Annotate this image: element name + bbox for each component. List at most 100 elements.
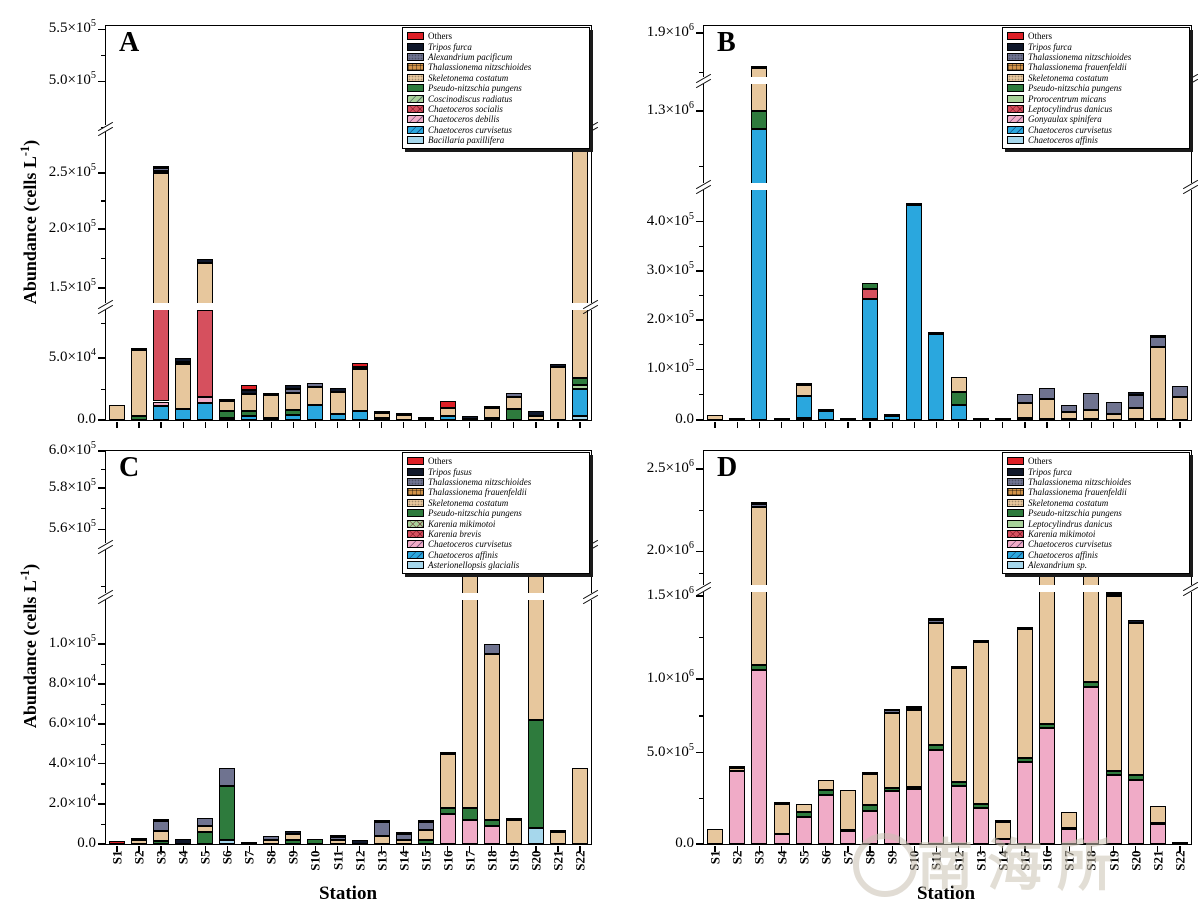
karenia-mikimotoi-swatch [407,519,424,528]
x-tick-label-S4: S4 [774,850,789,865]
bar-segment-S2 [131,840,148,844]
axis-break-band [103,542,594,550]
bar-segment-S16 [1039,553,1056,724]
bar-segment-S14 [395,832,412,834]
chaetoceros-curvisetus-swatch [407,540,424,549]
y-tick-label: 6.0×104 [48,713,96,732]
bar-segment-S15 [417,830,434,840]
chaetoceros-curvisetus-swatch [407,125,424,134]
x-tick-S16 [1046,845,1048,852]
bar-segment-S15 [1017,761,1033,844]
thalassionema-frauenfeldii-swatch [1007,488,1024,497]
x-tick-S9 [891,421,893,428]
bar-segment-S12 [351,363,368,367]
bar-segment-S10 [307,386,324,406]
x-tick-S22 [579,421,581,428]
legend-label: Chaetoceros curvisetus [428,124,512,135]
tripos-furca-swatch [1007,42,1024,51]
x-tick-label-S20: S20 [528,850,544,871]
y-tick [97,172,105,174]
bar-segment-S12 [950,376,967,392]
x-tick-S12 [957,421,960,428]
bar-segment-S17 [1061,404,1078,413]
legend-item: Chaetoceros curvisetus [1007,539,1183,549]
skeletonema-costatum-swatch [407,73,424,82]
legend-label: Tripos furca [1028,41,1072,52]
bar-segment-S11 [928,622,945,745]
coscinodiscus-radiatus-swatch [407,94,424,103]
x-tick-S10 [314,421,317,428]
legend-item: Leptocylindrus danicus [1007,104,1183,114]
x-tick-S13 [380,421,383,428]
x-tick-S3 [160,845,162,852]
y-minor-tick [100,823,105,825]
legend-label: Thalassionema frauenfeldii [428,487,527,498]
alexandrium-sp--swatch [1007,561,1024,570]
bar-segment-S20 [1127,774,1144,781]
legend-label: Others [1028,31,1052,42]
thalassionema-nitzschioides-swatch [1007,52,1024,61]
y-tick [97,803,105,805]
y-tick-label: 0.0 [675,411,694,427]
bar-segment-S16 [1039,388,1056,400]
y-tick-label: 1.0×106 [646,667,694,686]
legend-item: Thalassionema frauenfeldii [1007,487,1183,497]
legend-label: Thalassionema frauenfeldii [1028,487,1127,498]
thalassionema-frauenfeldii-swatch [1007,63,1024,72]
x-tick-S1 [116,421,118,428]
panel-d-plot: S1 S2 S3 S4 S5 S6 S7 S8 S9 S10 S11 S12 S13 S14 S15 S16 S… [647,450,1199,871]
legend-item: Thalassionema frauenfeldii [407,487,583,497]
bar-segment-S12 [950,404,967,420]
x-tick-label-S15: S15 [1017,850,1033,871]
bar-segment-S5 [197,826,214,832]
x-tick-S12 [358,845,361,852]
bar-segment-S21 [1149,805,1166,823]
x-tick-S19 [513,845,515,852]
y-minor-tick [100,469,105,471]
bar-segment-S20 [1127,780,1144,844]
bar-segment-S2 [729,418,746,420]
x-tick-label-S3: S3 [153,850,169,865]
bar-segment-S16 [439,754,456,808]
bar-segment-S5 [197,832,214,844]
legend-label: Skeletonema costatum [1028,72,1109,83]
bar-segment-S5 [197,396,214,403]
x-tick-label-S1: S1 [109,850,125,865]
y-tick [97,843,105,845]
bar-segment-S7 [839,789,856,830]
legend-item: Leptocylindrus danicus [1007,518,1183,529]
bar-segment-S13 [373,820,390,822]
x-tick-S10 [913,421,915,428]
x-tick-label-S11: S11 [330,850,345,871]
x-tick-S15 [425,845,427,852]
x-tick-label-S5: S5 [796,850,812,865]
bar-segment-S19 [505,392,522,397]
y-tick [97,643,105,645]
legend-label: Coscinodiscus radiatus [428,93,513,104]
legend-label: Others [1028,456,1052,467]
y-tick-label: 5.6×105 [48,518,96,537]
bar-segment-S2 [729,768,746,772]
x-tick-S7 [847,421,849,428]
bar-segment-S17 [461,820,478,844]
y-tick [97,723,105,725]
bar-segment-S9 [285,410,302,416]
bar-segment-S22 [572,378,588,386]
bar-segment-S7 [241,842,258,844]
x-tick-label-S20: S20 [1128,850,1144,871]
bar-segment-S13 [972,639,989,642]
y-tick [695,270,703,272]
skeletonema-costatum-swatch [1007,73,1024,82]
bar-segment-S15 [1017,626,1033,629]
legend-item: Skeletonema costatum [1007,73,1183,83]
bar-segment-S20 [527,720,544,828]
chaetoceros-affinis-swatch [407,550,424,559]
x-tick-S15 [1024,421,1026,428]
y-tick [97,228,105,230]
x-tick-S2 [138,845,140,852]
x-tick-S7 [248,421,250,428]
bar-segment-S3 [153,170,170,173]
bar-segment-S8 [263,417,280,420]
chaetoceros-curvisetus-swatch [1007,125,1024,134]
